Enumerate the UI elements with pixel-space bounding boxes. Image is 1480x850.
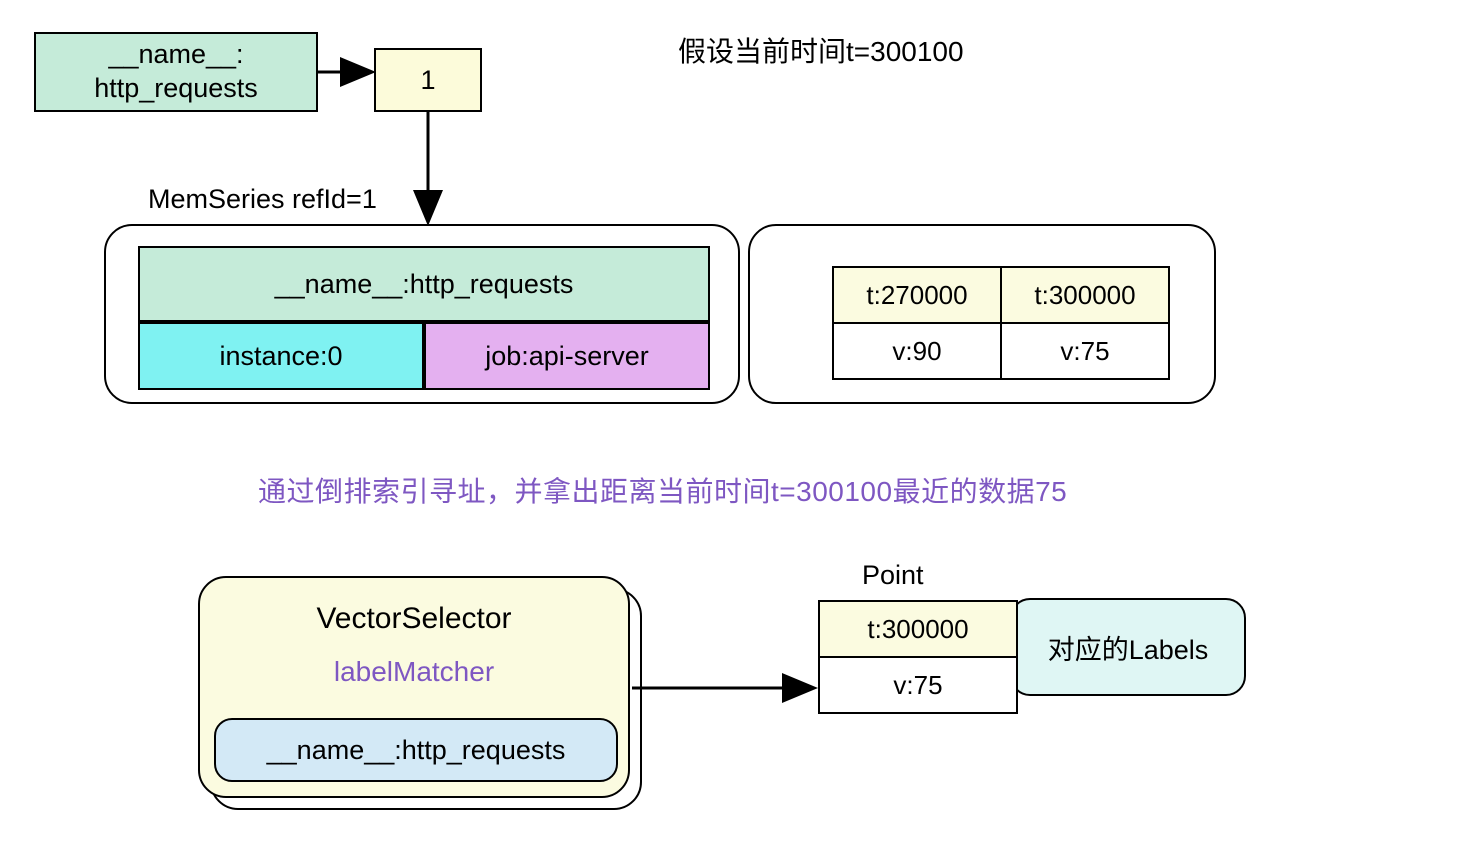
memseries-samples-container: t:270000 t:300000 v:90 v:75 — [748, 224, 1216, 404]
sample-v-1: v:75 — [1000, 322, 1170, 380]
vector-selector-subtitle: labelMatcher — [200, 656, 628, 688]
point-labels-box: 对应的Labels — [1010, 598, 1246, 696]
samples-table: t:270000 t:300000 v:90 v:75 — [832, 266, 1172, 380]
name-box: __name__: http_requests — [34, 32, 318, 112]
vector-selector-title: VectorSelector — [200, 602, 628, 636]
name-box-line2: http_requests — [94, 73, 258, 103]
refid-box: 1 — [374, 48, 482, 112]
memseries-name-label: __name__:http_requests — [138, 246, 710, 322]
point-v: v:75 — [818, 656, 1018, 714]
name-box-line1: __name__: — [108, 39, 243, 69]
middle-caption: 通过倒排索引寻址，并拿出距离当前时间t=300100最近的数据75 — [258, 470, 1067, 510]
memseries-job-label: job:api-server — [424, 322, 710, 390]
memseries-title: MemSeries refId=1 — [148, 184, 377, 215]
vector-selector-matcher: __name__:http_requests — [214, 718, 618, 782]
assumption-text: 假设当前时间t=300100 — [678, 30, 964, 70]
memseries-labels-container: __name__:http_requests instance:0 job:ap… — [104, 224, 740, 404]
point-table: t:300000 v:75 — [818, 600, 1018, 714]
point-t: t:300000 — [818, 600, 1018, 658]
vector-selector-card: VectorSelector labelMatcher __name__:htt… — [198, 576, 630, 798]
memseries-instance-label: instance:0 — [138, 322, 424, 390]
sample-t-0: t:270000 — [832, 266, 1002, 324]
sample-t-1: t:300000 — [1000, 266, 1170, 324]
sample-v-0: v:90 — [832, 322, 1002, 380]
point-title: Point — [862, 560, 924, 591]
